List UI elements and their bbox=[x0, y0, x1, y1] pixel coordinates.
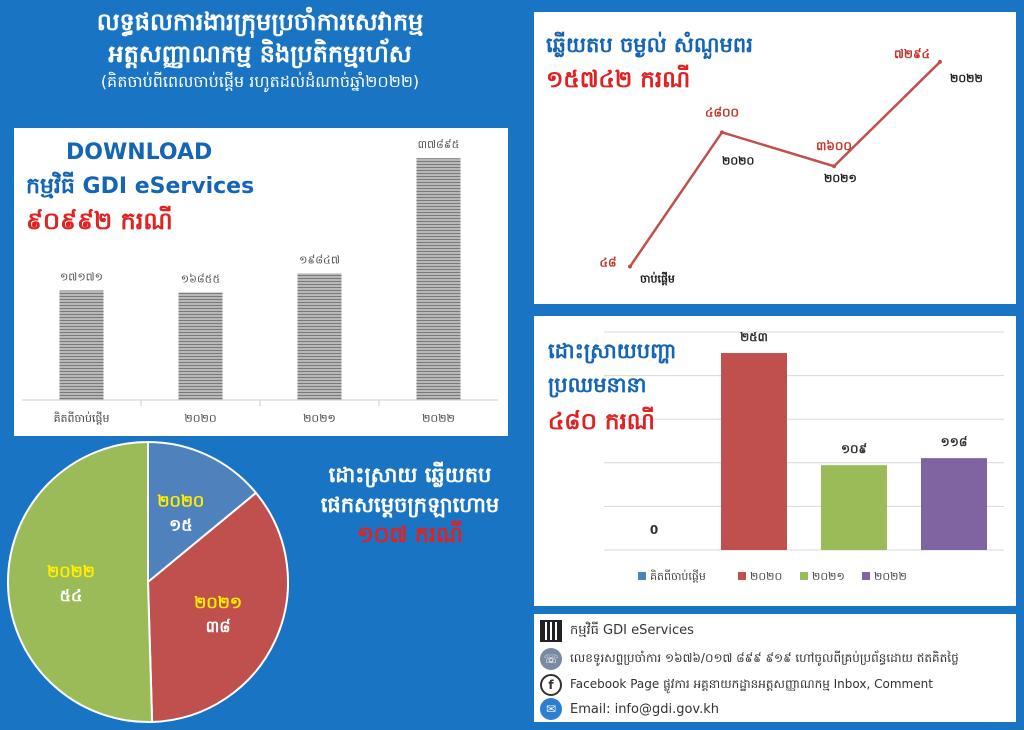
download-heading: DOWNLOAD bbox=[66, 140, 213, 165]
inquiry-heading: ឆ្លើយតប ចម្ងល់ សំណួមពរ bbox=[546, 33, 753, 57]
inquiry-chart-panel: ឆ្លើយតប ចម្ងល់ សំណួមពរ ១៥៧៤២ ករណី ៤៨ចាប់… bbox=[534, 12, 1016, 304]
inquiry-category-label: ២០២២ bbox=[950, 72, 983, 85]
resolve-bar-value: 0 bbox=[650, 523, 658, 537]
title-line-3: (គិតចាប់ពីពេលចាប់ផ្តើម រហូតដល់ដំណាច់ឆ្នា… bbox=[100, 72, 420, 91]
resolve-bar bbox=[921, 458, 987, 550]
resolve-legend-swatch bbox=[800, 572, 808, 580]
inquiry-category-label: ចាប់ផ្តើម bbox=[640, 272, 675, 286]
info-hotline-text: លេខទូរសព្ទប្រចាំការ ១៦៧៦/០១៧ ៨៩៩ ៩១៩ ហៅច… bbox=[570, 651, 959, 665]
resolve-legend-swatch bbox=[638, 572, 646, 580]
download-x-tick: ២០២០ bbox=[184, 412, 216, 425]
download-bar-value: ១៦៨៥៥ bbox=[181, 272, 220, 285]
title-line-2: អត្តសញ្ញាណកម្ម និងប្រតិកម្មរហ័ស bbox=[108, 40, 412, 68]
download-chart-panel: DOWNLOAD កម្មវិធី GDI eServices ៩០៩៩២ ករ… bbox=[14, 128, 508, 436]
inquiry-count: ១៥៧៤២ ករណី bbox=[546, 67, 691, 93]
pie-slice bbox=[146, 491, 289, 723]
resolve-legend-label: ២០២២ bbox=[874, 570, 907, 583]
inquiry-value-label: ៧២៩៤ bbox=[894, 47, 930, 61]
pie-slice bbox=[7, 440, 154, 723]
facebook-label-line-2: ផេកសម្តេចក្រឡាហោម bbox=[320, 493, 500, 517]
resolve-legend-label: ២០២១ bbox=[812, 570, 845, 583]
info-email-row: ✉ Email: info@gdi.gov.kh bbox=[540, 698, 719, 720]
pie-category-label: ២០២២ bbox=[47, 562, 95, 581]
download-x-tick: គិតពីចាប់ផ្តើម bbox=[54, 411, 110, 425]
download-bar-value: ១៩៨៤៧ bbox=[299, 253, 340, 266]
info-app-text: កម្មវិធី GDI eServices bbox=[570, 622, 694, 638]
info-facebook-row: f Facebook Page ផ្លូវការ អគ្គនាយកដ្ឋានអត… bbox=[540, 674, 933, 696]
resolve-bar-value: ២៥៣ bbox=[740, 330, 768, 344]
phone-icon: ☏ bbox=[540, 648, 562, 670]
inquiry-point bbox=[832, 164, 836, 169]
email-icon: ✉ bbox=[540, 698, 562, 720]
pie-slice bbox=[147, 440, 258, 585]
resolve-legend-label: ២០២០ bbox=[750, 570, 782, 583]
resolve-legend-swatch bbox=[738, 572, 746, 580]
info-app-row: កម្មវិធី GDI eServices bbox=[540, 620, 694, 642]
inquiry-point bbox=[938, 59, 942, 64]
inquiry-point bbox=[720, 130, 724, 135]
resolve-legend-label: គិតពីចាប់ផ្តើម bbox=[650, 569, 706, 583]
inquiry-category-label: ២០២០ bbox=[722, 154, 754, 167]
inquiry-series-line bbox=[628, 61, 941, 268]
download-app-heading: កម្មវិធី GDI eServices bbox=[26, 174, 255, 199]
resolve-bar-value: ១០៩ bbox=[841, 442, 867, 456]
pie-value-label: ៣៨ bbox=[206, 617, 231, 636]
facebook-label: ដោះស្រាយ ឆ្លើយតប ផេកសម្តេចក្រឡាហោម ១០៧ ក… bbox=[296, 460, 524, 552]
resolve-heading-1: ដោះស្រាយបញ្ហា bbox=[548, 339, 677, 363]
download-bar bbox=[59, 290, 104, 400]
resolve-chart-panel: 0 ២៥៣១០៩ ១១៨គិតពីចាប់ផ្តើម ២០២០ ២០២១ ២០២២ ដោះ… bbox=[534, 316, 1016, 606]
inquiry-category-label: ២០២១ bbox=[824, 172, 857, 185]
pie-value-label: ១៥ bbox=[169, 515, 192, 534]
resolve-bar bbox=[821, 465, 887, 550]
resolve-bar-value: ១១៨ bbox=[941, 435, 968, 449]
facebook-icon: f bbox=[540, 674, 562, 696]
title-line-1: លទ្ធផលការងារក្រុមប្រចាំការសេវាកម្ម bbox=[96, 8, 424, 36]
pie-category-label: ២០២១ bbox=[194, 593, 242, 612]
download-x-tick: ២០២២ bbox=[422, 412, 455, 425]
resolve-bar bbox=[721, 353, 787, 550]
inquiry-value-label: ៤៨០០ bbox=[705, 105, 739, 119]
facebook-count: ១០៧ ករណី bbox=[357, 523, 463, 548]
download-bar bbox=[297, 273, 342, 400]
pie-value-label: ៥៤ bbox=[60, 586, 83, 605]
info-facebook-text: Facebook Page ផ្លូវការ អគ្គនាយកដ្ឋានអត្ត… bbox=[570, 677, 933, 691]
info-hotline-row: ☏ លេខទូរសព្ទប្រចាំការ ១៦៧៦/០១៧ ៨៩៩ ៩១៩ ហ… bbox=[540, 648, 959, 670]
download-bar bbox=[178, 292, 223, 400]
resolve-legend-swatch bbox=[862, 572, 870, 580]
page-title: លទ្ធផលការងារក្រុមប្រចាំការសេវាកម្ម អត្តស… bbox=[20, 6, 500, 94]
contact-info-panel: កម្មវិធី GDI eServices ☏ លេខទូរសព្ទប្រចា… bbox=[534, 614, 1016, 722]
facebook-label-line-1: ដោះស្រាយ ឆ្លើយតប bbox=[328, 463, 492, 487]
info-email-text: Email: info@gdi.gov.kh bbox=[570, 701, 719, 717]
qr-code-icon bbox=[540, 620, 562, 642]
pie-category-label: ២០២០ bbox=[157, 491, 204, 510]
download-x-tick: ២០២១ bbox=[303, 412, 336, 425]
download-bar-value: ១៧១៧១ bbox=[60, 270, 103, 283]
inquiry-value-label: ៤៨ bbox=[600, 256, 617, 270]
resolve-count: ៤៨០ ករណី bbox=[548, 409, 655, 435]
inquiry-value-label: ៣៦០០ bbox=[816, 139, 852, 153]
download-count: ៩០៩៩២ ករណី bbox=[26, 207, 173, 235]
download-bar bbox=[416, 158, 461, 400]
resolve-heading-2: ប្រឈមនានា bbox=[548, 373, 647, 397]
download-bar-value: ៣៧៨៩៥ bbox=[418, 138, 460, 151]
inquiry-point bbox=[628, 264, 632, 269]
